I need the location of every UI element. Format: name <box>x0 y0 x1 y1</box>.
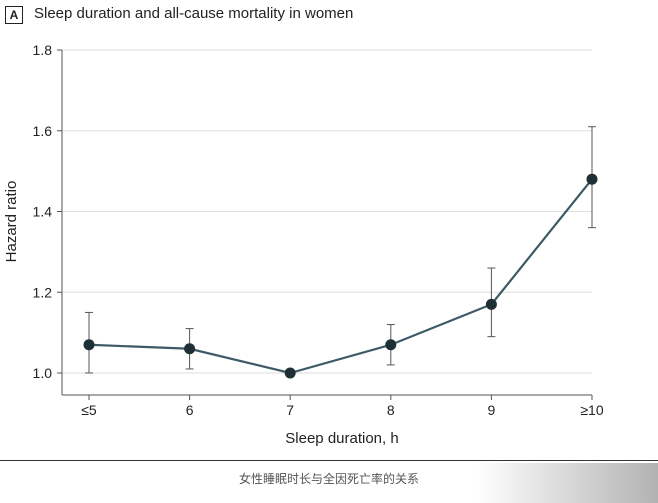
y-tick-label: 1.4 <box>33 204 53 220</box>
x-tick-label: 9 <box>488 402 496 418</box>
figure-caption: 女性睡眠时长与全因死亡率的关系 <box>238 472 419 486</box>
series-line <box>88 178 593 375</box>
chart-plot: 1.0 1.2 1.4 1.6 1.8 ≤5 6 7 8 9 ≥10 Sleep duration… <box>3 42 604 447</box>
caption-shade <box>476 463 658 503</box>
x-axis-label: Sleep duration, h <box>285 430 398 447</box>
x-tick-label: ≤5 <box>81 402 97 418</box>
chart-title: Sleep duration and all-cause mortality i… <box>34 5 354 22</box>
x-tick-label: 8 <box>387 402 395 418</box>
x-tick-label: 7 <box>286 402 294 418</box>
y-tick-label: 1.8 <box>33 42 53 58</box>
caption-divider <box>0 460 658 461</box>
axes <box>61 50 592 396</box>
data-point <box>385 339 397 351</box>
gridlines <box>62 49 592 374</box>
data-point <box>83 339 95 351</box>
x-tick-label: 6 <box>186 402 194 418</box>
data-point <box>284 367 296 379</box>
error-bars <box>85 126 596 374</box>
x-tick-labels: ≤5 6 7 8 9 ≥10 <box>81 395 604 418</box>
series-lines <box>88 178 593 375</box>
data-point <box>184 343 196 355</box>
x-tick-label: ≥10 <box>580 402 603 418</box>
y-axis-label: Hazard ratio <box>3 181 20 263</box>
data-point <box>586 173 598 185</box>
data-points <box>83 173 598 379</box>
y-tick-label: 1.0 <box>33 365 53 381</box>
data-point <box>485 298 497 310</box>
y-tick-label: 1.2 <box>33 284 53 300</box>
panel-label: A <box>5 6 23 24</box>
y-tick-labels: 1.0 1.2 1.4 1.6 1.8 <box>33 42 62 381</box>
y-tick-label: 1.6 <box>33 123 53 139</box>
